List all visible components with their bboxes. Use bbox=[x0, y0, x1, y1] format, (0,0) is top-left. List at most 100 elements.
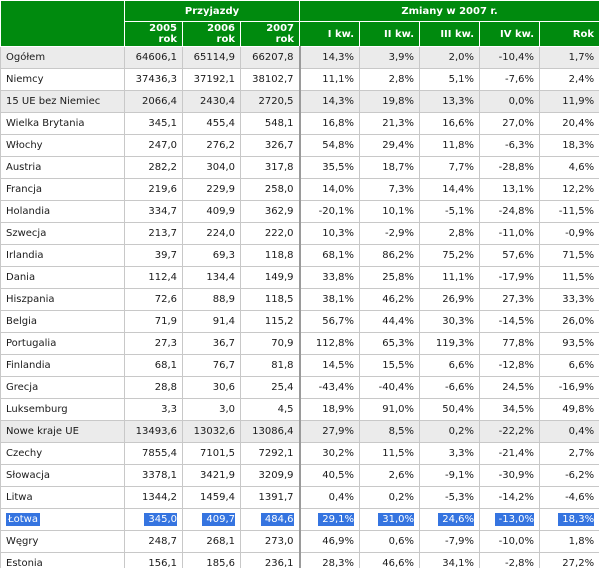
value-cell[interactable]: 282,2 bbox=[124, 156, 183, 179]
value-cell[interactable]: 185,6 bbox=[182, 552, 241, 568]
value-cell[interactable]: -30,9% bbox=[479, 464, 541, 487]
value-cell[interactable]: 15,5% bbox=[359, 354, 421, 377]
value-cell[interactable]: 3,9% bbox=[359, 46, 421, 69]
value-cell[interactable]: -24,8% bbox=[479, 200, 541, 223]
row-label-cell[interactable]: Finlandia bbox=[0, 354, 125, 377]
value-cell[interactable]: -16,9% bbox=[539, 376, 599, 399]
value-cell[interactable]: 34,1% bbox=[419, 552, 481, 568]
value-cell[interactable]: 33,8% bbox=[298, 266, 361, 289]
value-cell[interactable]: -2,9% bbox=[359, 222, 421, 245]
value-cell[interactable]: 112,4 bbox=[124, 266, 183, 289]
value-cell[interactable]: 156,1 bbox=[124, 552, 183, 568]
table-row[interactable]: Czechy 7855,4 7101,5 7292,1 30,2% 11,5% 3,3% -2… bbox=[0, 442, 599, 465]
value-cell[interactable]: 46,9% bbox=[298, 530, 361, 553]
value-cell[interactable]: 39,7 bbox=[124, 244, 183, 267]
value-cell[interactable]: 2,6% bbox=[359, 464, 421, 487]
value-cell[interactable]: 1344,2 bbox=[124, 486, 183, 509]
value-cell[interactable]: 224,0 bbox=[182, 222, 241, 245]
value-cell[interactable]: -6,6% bbox=[419, 376, 481, 399]
table-row[interactable]: Portugalia 27,3 36,7 70,9 112,8% 65,3% 119,3% 7… bbox=[0, 332, 599, 355]
value-cell[interactable]: 10,1% bbox=[359, 200, 421, 223]
row-label-cell[interactable]: Wielka Brytania bbox=[0, 112, 125, 135]
value-cell[interactable]: 77,8% bbox=[479, 332, 541, 355]
value-cell[interactable]: 484,6 bbox=[239, 508, 301, 531]
value-cell[interactable]: 37192,1 bbox=[182, 68, 241, 91]
table-row[interactable]: Słowacja 3378,1 3421,9 3209,9 40,5% 2,6% -9,1%… bbox=[0, 464, 599, 487]
table-row[interactable]: Finlandia 68,1 76,7 81,8 14,5% 15,5% 6,6% -12,8… bbox=[0, 354, 599, 377]
value-cell[interactable]: 19,8% bbox=[359, 90, 421, 113]
value-cell[interactable]: -10,4% bbox=[479, 46, 541, 69]
value-cell[interactable]: 0,2% bbox=[419, 420, 481, 443]
row-label-cell[interactable]: Słowacja bbox=[0, 464, 125, 487]
value-cell[interactable]: 69,3 bbox=[182, 244, 241, 267]
value-cell[interactable]: 4,5 bbox=[239, 398, 301, 421]
value-cell[interactable]: -6,3% bbox=[479, 134, 541, 157]
row-label-cell[interactable]: Francja bbox=[0, 178, 125, 201]
value-cell[interactable]: 362,9 bbox=[239, 200, 301, 223]
value-cell[interactable]: 93,5% bbox=[539, 332, 599, 355]
row-label-cell[interactable]: Litwa bbox=[0, 486, 125, 509]
value-cell[interactable]: 7,7% bbox=[419, 156, 481, 179]
value-cell[interactable]: 25,4 bbox=[239, 376, 301, 399]
value-cell[interactable]: 31,0% bbox=[359, 508, 421, 531]
value-cell[interactable]: -11,0% bbox=[479, 222, 541, 245]
value-cell[interactable]: 27,3 bbox=[124, 332, 183, 355]
row-label-cell[interactable]: Dania bbox=[0, 266, 125, 289]
value-cell[interactable]: 118,5 bbox=[239, 288, 301, 311]
table-row[interactable]: Niemcy 37436,3 37192,1 38102,7 11,1% 2,8% 5,1%… bbox=[0, 68, 599, 91]
value-cell[interactable]: 6,6% bbox=[539, 354, 599, 377]
table-row[interactable]: Włochy 247,0 276,2 326,7 54,8% 29,4% 11,8% -6,3… bbox=[0, 134, 599, 157]
value-cell[interactable]: -7,6% bbox=[479, 68, 541, 91]
value-cell[interactable]: 86,2% bbox=[359, 244, 421, 267]
value-cell[interactable]: 88,9 bbox=[182, 288, 241, 311]
table-row[interactable]: Francja 219,6 229,9 258,0 14,0% 7,3% 14,4% 13,1… bbox=[0, 178, 599, 201]
value-cell[interactable]: -14,2% bbox=[479, 486, 541, 509]
value-cell[interactable]: 0,4% bbox=[539, 420, 599, 443]
value-cell[interactable]: 13,1% bbox=[479, 178, 541, 201]
value-cell[interactable]: 46,2% bbox=[359, 288, 421, 311]
value-cell[interactable]: 21,3% bbox=[359, 112, 421, 135]
value-cell[interactable]: 36,7 bbox=[182, 332, 241, 355]
value-cell[interactable]: 24,6% bbox=[419, 508, 481, 531]
row-label-cell[interactable]: Szwecja bbox=[0, 222, 125, 245]
value-cell[interactable]: 71,9 bbox=[124, 310, 183, 333]
value-cell[interactable]: 334,7 bbox=[124, 200, 183, 223]
value-cell[interactable]: -0,9% bbox=[539, 222, 599, 245]
row-label-cell[interactable]: Luksemburg bbox=[0, 398, 125, 421]
value-cell[interactable]: 14,5% bbox=[298, 354, 361, 377]
value-cell[interactable]: 11,1% bbox=[298, 68, 361, 91]
value-cell[interactable]: 2,0% bbox=[419, 46, 481, 69]
value-cell[interactable]: 10,3% bbox=[298, 222, 361, 245]
value-cell[interactable]: 7,3% bbox=[359, 178, 421, 201]
value-cell[interactable]: 548,1 bbox=[239, 112, 301, 135]
value-cell[interactable]: 72,6 bbox=[124, 288, 183, 311]
value-cell[interactable]: 68,1 bbox=[124, 354, 183, 377]
row-label-cell[interactable]: Estonia bbox=[0, 552, 125, 568]
value-cell[interactable]: 27,2% bbox=[539, 552, 599, 568]
value-cell[interactable]: -21,4% bbox=[479, 442, 541, 465]
value-cell[interactable]: 50,4% bbox=[419, 398, 481, 421]
table-row[interactable]: 15 UE bez Niemiec 2066,4 2430,4 2720,5 14,3%… bbox=[0, 90, 599, 113]
value-cell[interactable]: 6,6% bbox=[419, 354, 481, 377]
value-cell[interactable]: 12,2% bbox=[539, 178, 599, 201]
value-cell[interactable]: 345,1 bbox=[124, 112, 183, 135]
value-cell[interactable]: 14,3% bbox=[298, 90, 361, 113]
value-cell[interactable]: -9,1% bbox=[419, 464, 481, 487]
value-cell[interactable]: 28,8 bbox=[124, 376, 183, 399]
value-cell[interactable]: -22,2% bbox=[479, 420, 541, 443]
value-cell[interactable]: 229,9 bbox=[182, 178, 241, 201]
value-cell[interactable]: 115,2 bbox=[239, 310, 301, 333]
value-cell[interactable]: 2,8% bbox=[419, 222, 481, 245]
value-cell[interactable]: 7101,5 bbox=[182, 442, 241, 465]
value-cell[interactable]: 3378,1 bbox=[124, 464, 183, 487]
value-cell[interactable]: 29,1% bbox=[298, 508, 361, 531]
value-cell[interactable]: -43,4% bbox=[298, 376, 361, 399]
value-cell[interactable]: -11,5% bbox=[539, 200, 599, 223]
value-cell[interactable]: -28,8% bbox=[479, 156, 541, 179]
value-cell[interactable]: 13086,4 bbox=[239, 420, 301, 443]
value-cell[interactable]: 7292,1 bbox=[239, 442, 301, 465]
value-cell[interactable]: 2,7% bbox=[539, 442, 599, 465]
value-cell[interactable]: 236,1 bbox=[239, 552, 301, 568]
table-row[interactable]: Irlandia 39,7 69,3 118,8 68,1% 86,2% 75,2% 57,6… bbox=[0, 244, 599, 267]
value-cell[interactable]: 11,8% bbox=[419, 134, 481, 157]
